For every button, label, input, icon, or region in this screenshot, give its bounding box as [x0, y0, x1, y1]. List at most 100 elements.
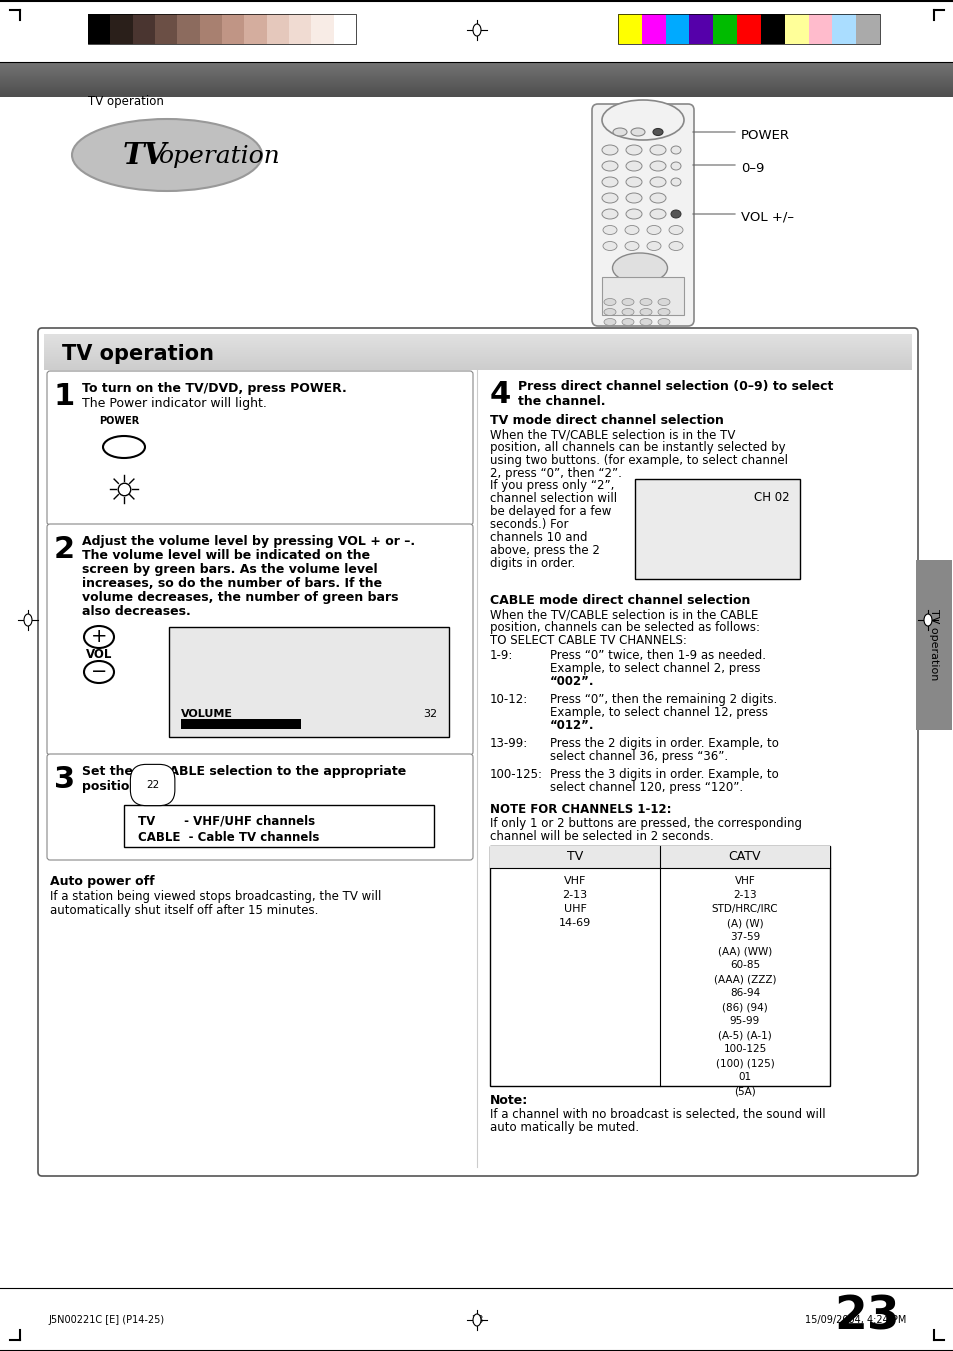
Text: J5N00221C [E] (P14-25): J5N00221C [E] (P14-25) — [48, 1315, 164, 1325]
Ellipse shape — [24, 613, 32, 626]
Ellipse shape — [601, 177, 618, 186]
Text: 32: 32 — [422, 709, 436, 719]
Text: NOTE FOR CHANNELS 1-12:: NOTE FOR CHANNELS 1-12: — [490, 802, 671, 816]
Ellipse shape — [625, 209, 641, 219]
Text: (A-5) (A-1): (A-5) (A-1) — [718, 1029, 771, 1040]
Bar — [154, 14, 177, 45]
FancyBboxPatch shape — [47, 372, 473, 526]
Ellipse shape — [649, 145, 665, 155]
Text: 1-9:: 1-9: — [490, 648, 513, 662]
Bar — [311, 14, 334, 45]
Bar — [737, 14, 760, 45]
Text: Press the 2 digits in order. Example, to: Press the 2 digits in order. Example, to — [550, 738, 778, 750]
Text: VOL: VOL — [86, 648, 112, 662]
Text: 23: 23 — [471, 1315, 482, 1325]
Text: 100-125:: 100-125: — [490, 767, 542, 781]
Text: Set the TV/CABLE selection to the appropriate: Set the TV/CABLE selection to the approp… — [82, 765, 406, 778]
Bar — [689, 14, 713, 45]
Text: If a station being viewed stops broadcasting, the TV will: If a station being viewed stops broadcas… — [50, 890, 381, 902]
FancyBboxPatch shape — [47, 754, 473, 861]
Text: CH 02: CH 02 — [754, 490, 789, 504]
Text: +: + — [91, 627, 107, 647]
Ellipse shape — [625, 145, 641, 155]
Text: “012”.: “012”. — [550, 719, 594, 732]
Ellipse shape — [668, 226, 682, 235]
Text: Press the 3 digits in order. Example, to: Press the 3 digits in order. Example, to — [550, 767, 778, 781]
Text: To turn on the TV/DVD, press POWER.: To turn on the TV/DVD, press POWER. — [82, 382, 346, 394]
Text: 10-12:: 10-12: — [490, 693, 528, 707]
Text: If only 1 or 2 buttons are pressed, the corresponding: If only 1 or 2 buttons are pressed, the … — [490, 817, 801, 830]
Ellipse shape — [670, 209, 680, 218]
Ellipse shape — [639, 299, 651, 305]
Text: (AA) (WW): (AA) (WW) — [717, 946, 771, 957]
Text: operation: operation — [159, 146, 280, 169]
Text: CATV: CATV — [728, 851, 760, 863]
Text: 3: 3 — [54, 765, 75, 794]
Bar — [199, 14, 222, 45]
Text: 86-94: 86-94 — [729, 988, 760, 998]
Text: −: − — [91, 662, 107, 681]
Text: auto matically be muted.: auto matically be muted. — [490, 1121, 639, 1133]
Text: VOLUME: VOLUME — [181, 709, 233, 719]
Bar — [334, 14, 355, 45]
Text: Adjust the volume level by pressing VOL + or –.: Adjust the volume level by pressing VOL … — [82, 535, 415, 549]
Text: Note:: Note: — [490, 1094, 528, 1106]
Bar — [618, 14, 641, 45]
Ellipse shape — [646, 226, 660, 235]
Text: TV: TV — [566, 851, 582, 863]
Text: (A) (W): (A) (W) — [726, 917, 762, 928]
Text: 01: 01 — [738, 1071, 751, 1082]
Ellipse shape — [603, 308, 616, 316]
Ellipse shape — [602, 242, 617, 250]
Ellipse shape — [601, 100, 683, 141]
Ellipse shape — [606, 280, 633, 296]
Ellipse shape — [923, 613, 931, 626]
Ellipse shape — [603, 319, 616, 326]
Bar — [88, 14, 111, 45]
Ellipse shape — [652, 128, 662, 135]
Bar — [490, 846, 829, 1086]
Bar — [244, 14, 267, 45]
Text: Press direct channel selection (0–9) to select: Press direct channel selection (0–9) to … — [517, 380, 833, 393]
Text: TV: TV — [123, 141, 167, 169]
Text: TV mode direct channel selection: TV mode direct channel selection — [490, 413, 723, 427]
Text: 4: 4 — [490, 380, 511, 409]
Text: The Power indicator will light.: The Power indicator will light. — [82, 397, 267, 409]
Bar — [490, 846, 829, 867]
Ellipse shape — [630, 128, 644, 136]
Text: Auto power off: Auto power off — [50, 875, 154, 888]
Text: TV operation: TV operation — [928, 609, 938, 681]
Ellipse shape — [621, 299, 634, 305]
Text: (5A): (5A) — [734, 1086, 755, 1096]
Ellipse shape — [621, 308, 634, 316]
Bar — [181, 719, 301, 730]
Ellipse shape — [625, 193, 641, 203]
Text: 23: 23 — [834, 1296, 899, 1340]
Text: If you press only “2”,: If you press only “2”, — [490, 480, 614, 492]
Ellipse shape — [670, 146, 680, 154]
Ellipse shape — [621, 319, 634, 326]
Ellipse shape — [639, 308, 651, 316]
Text: the channel.: the channel. — [517, 394, 605, 408]
Bar — [855, 14, 879, 45]
Text: “002”.: “002”. — [550, 676, 594, 688]
Ellipse shape — [601, 161, 618, 172]
Bar — [713, 14, 737, 45]
Text: 2-13: 2-13 — [733, 890, 756, 900]
Ellipse shape — [84, 626, 113, 648]
Text: automatically shut itself off after 15 minutes.: automatically shut itself off after 15 m… — [50, 904, 318, 917]
Ellipse shape — [613, 128, 626, 136]
Text: select channel 120, press “120”.: select channel 120, press “120”. — [550, 781, 742, 794]
Ellipse shape — [670, 178, 680, 186]
Text: 2: 2 — [54, 535, 75, 563]
Text: (100) (125): (100) (125) — [715, 1058, 774, 1069]
Ellipse shape — [103, 436, 145, 458]
Bar — [88, 14, 355, 45]
Text: 60-85: 60-85 — [729, 961, 760, 970]
Text: 37-59: 37-59 — [729, 932, 760, 942]
Ellipse shape — [649, 209, 665, 219]
Text: screen by green bars. As the volume level: screen by green bars. As the volume leve… — [82, 563, 377, 576]
Bar — [0, 0, 953, 62]
Text: VHF: VHF — [563, 875, 585, 886]
Bar — [760, 14, 784, 45]
